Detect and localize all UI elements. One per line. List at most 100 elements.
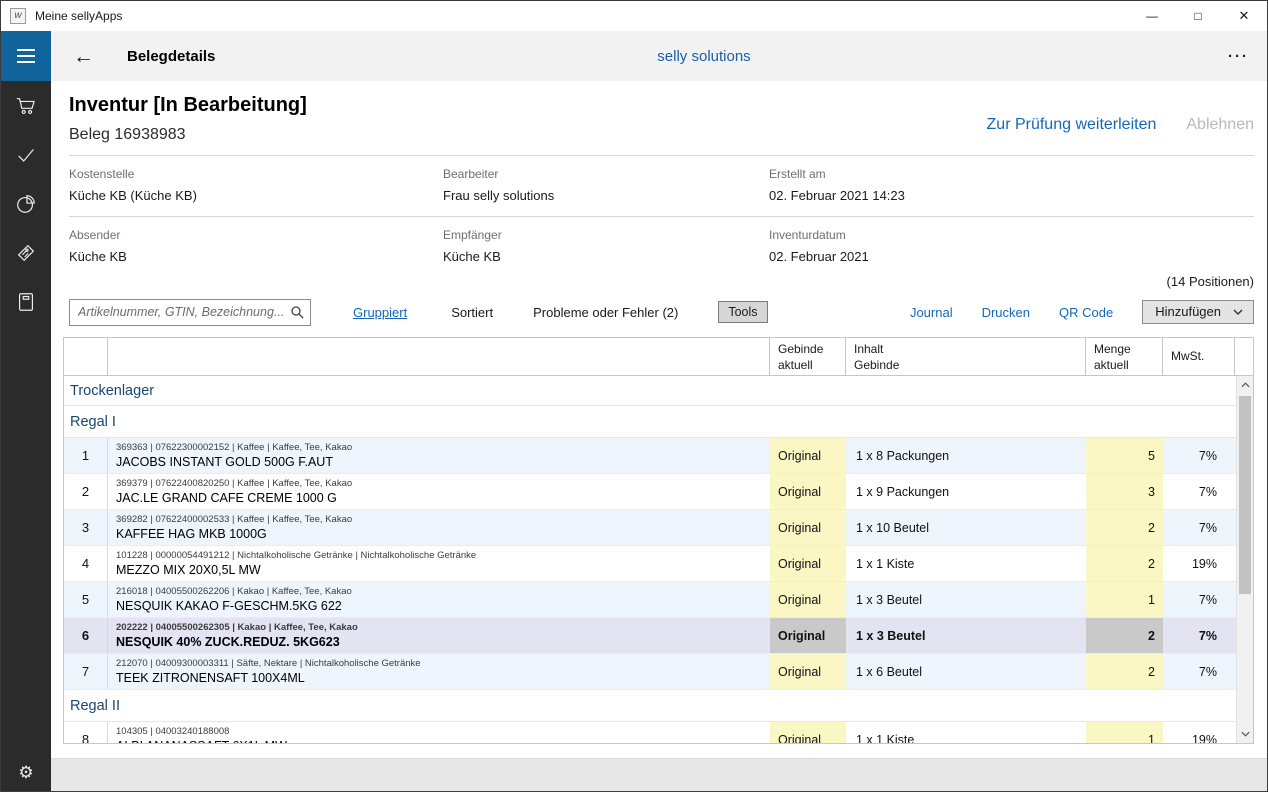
table-row[interactable]: 1 369363 | 07622300002152 | Kaffee | Kaf… <box>64 438 1253 474</box>
maximize-button[interactable]: □ <box>1194 9 1202 23</box>
gebinde-cell[interactable]: Original <box>770 654 846 689</box>
gebinde-cell[interactable]: Original <box>770 438 846 473</box>
mwst-cell: 7% <box>1198 592 1217 607</box>
cart-icon <box>16 98 35 115</box>
scroll-up-button[interactable] <box>1237 376 1253 394</box>
group-header-trockenlager[interactable]: Trockenlager <box>64 376 1253 406</box>
sidebar-item-labels[interactable] <box>14 241 38 265</box>
window-title: Meine sellyApps <box>35 9 123 23</box>
inhalt-cell: 1 x 3 Beutel <box>856 628 926 643</box>
table-row[interactable]: 4 101228 | 00000054491212 | Nichtalkohol… <box>64 546 1253 582</box>
vertical-scrollbar[interactable] <box>1236 376 1253 743</box>
mwst-cell: 19% <box>1191 732 1217 744</box>
menge-cell[interactable]: 5 <box>1086 438 1163 473</box>
mwst-cell: 19% <box>1191 556 1217 571</box>
qr-code-link[interactable]: QR Code <box>1059 304 1114 320</box>
search-input[interactable] <box>69 298 311 326</box>
hamburger-menu-button[interactable] <box>1 31 51 81</box>
table-row-selected[interactable]: 6 202222 | 04005500262305 | Kakao | Kaff… <box>64 618 1253 654</box>
journal-link[interactable]: Journal <box>909 304 953 320</box>
chevron-down-icon <box>1240 731 1250 737</box>
table-row[interactable]: 8 104305 | 04003240188008 ALBI ANANASSAF… <box>64 722 1253 744</box>
menge-cell[interactable]: 2 <box>1086 546 1163 581</box>
gebinde-cell[interactable]: Original <box>770 546 846 581</box>
article-name: MEZZO MIX 20X0,5L MW <box>116 563 261 577</box>
inhalt-cell: 1 x 6 Beutel <box>856 664 923 679</box>
filter-problems[interactable]: Probleme oder Fehler (2) <box>533 304 679 320</box>
more-button[interactable]: ··· <box>1228 47 1249 65</box>
article-meta: 216018 | 04005500262206 | Kakao | Kaffee… <box>116 586 352 597</box>
inhalt-cell: 1 x 1 Kiste <box>856 732 915 744</box>
menge-cell[interactable]: 1 <box>1086 722 1163 743</box>
app-header: ← Belegdetails selly solutions ··· <box>51 31 1267 81</box>
pie-chart-icon <box>17 195 35 213</box>
tag-icon <box>17 244 35 262</box>
inhalt-cell: 1 x 3 Beutel <box>856 592 923 607</box>
field-empfaenger: Empfänger Küche KB <box>443 228 502 264</box>
positions-count: (14 Positionen) <box>1166 274 1254 289</box>
field-inventurdatum: Inventurdatum 02. Februar 2021 <box>769 228 869 264</box>
close-button[interactable]: ✕ <box>1238 8 1250 23</box>
menge-cell[interactable]: 2 <box>1086 510 1163 545</box>
table-row[interactable]: 2 369379 | 07622400820250 | Kaffee | Kaf… <box>64 474 1253 510</box>
document-number: Beleg 16938983 <box>69 126 186 143</box>
tools-button[interactable]: Tools <box>718 301 768 323</box>
title-bar: w Meine sellyApps — □ ✕ <box>1 1 1267 31</box>
table-row[interactable]: 5 216018 | 04005500262206 | Kakao | Kaff… <box>64 582 1253 618</box>
document-title: Inventur [In Bearbeitung] <box>69 94 307 116</box>
settings-button[interactable]: ⚙ <box>1 763 51 783</box>
menge-cell[interactable]: 2 <box>1086 654 1163 689</box>
article-meta: 104305 | 04003240188008 <box>116 726 230 737</box>
sidebar-item-catalog[interactable] <box>14 290 38 314</box>
article-name: JAC.LE GRAND CAFE CREME 1000 G <box>116 491 337 505</box>
mwst-cell: 7% <box>1198 448 1217 463</box>
group-header-regal-1[interactable]: Regal I <box>64 406 1253 438</box>
reject-button[interactable]: Ablehnen <box>1186 116 1254 133</box>
gebinde-cell[interactable]: Original <box>770 722 846 743</box>
sidebar-item-orders[interactable] <box>14 94 38 118</box>
article-name: JACOBS INSTANT GOLD 500G F.AUT <box>116 455 333 469</box>
sidebar-item-tasks[interactable] <box>14 143 38 167</box>
article-meta: 101228 | 00000054491212 | Nichtalkoholis… <box>116 550 477 561</box>
gear-icon: ⚙ <box>18 763 34 782</box>
article-name: TEEK ZITRONENSAFT 100X4ML <box>116 671 305 685</box>
gebinde-cell[interactable]: Original <box>770 618 846 653</box>
col-inhalt: Inhalt Gebinde <box>846 338 1086 375</box>
gebinde-cell[interactable]: Original <box>770 510 846 545</box>
sidebar: ⚙ <box>1 81 51 791</box>
menge-cell[interactable]: 1 <box>1086 582 1163 617</box>
hamburger-icon <box>17 49 35 51</box>
menge-cell[interactable]: 3 <box>1086 474 1163 509</box>
scrollbar-thumb[interactable] <box>1239 396 1251 594</box>
mwst-cell: 7% <box>1198 520 1217 535</box>
table-row[interactable]: 7 212070 | 04009300003311 | Säfte, Nekta… <box>64 654 1253 690</box>
footer-strip <box>51 758 1267 791</box>
scroll-down-button[interactable] <box>1237 725 1253 743</box>
filter-sorted[interactable]: Sortiert <box>451 304 494 320</box>
group-header-regal-2[interactable]: Regal II <box>64 690 1253 722</box>
print-link[interactable]: Drucken <box>981 304 1031 320</box>
minimize-button[interactable]: — <box>1146 9 1158 23</box>
table-row[interactable]: 3 369282 | 07622400002533 | Kaffee | Kaf… <box>64 510 1253 546</box>
gebinde-cell[interactable]: Original <box>770 582 846 617</box>
gebinde-cell[interactable]: Original <box>770 474 846 509</box>
app-center-title: selly solutions <box>657 47 751 65</box>
inhalt-cell: 1 x 10 Beutel <box>856 520 929 535</box>
article-name: NESQUIK KAKAO F-GESCHM.5KG 622 <box>116 599 342 613</box>
forward-for-review-button[interactable]: Zur Prüfung weiterleiten <box>986 116 1157 133</box>
inhalt-cell: 1 x 8 Packungen <box>856 448 950 463</box>
filter-grouped[interactable]: Gruppiert <box>353 304 408 320</box>
back-button[interactable]: ← <box>73 44 94 68</box>
positions-table: Gebinde aktuell Inhalt Gebinde Menge akt… <box>63 337 1254 744</box>
page-title: Belegdetails <box>127 47 216 65</box>
col-rownum <box>64 338 108 375</box>
sidebar-item-reports[interactable] <box>14 192 38 216</box>
add-button[interactable]: Hinzufügen <box>1142 300 1254 324</box>
chevron-down-icon <box>1233 309 1243 315</box>
search-icon <box>291 305 304 318</box>
field-absender: Absender Küche KB <box>69 228 127 264</box>
menge-cell[interactable]: 2 <box>1086 618 1163 653</box>
mwst-cell: 7% <box>1198 484 1217 499</box>
col-gebinde: Gebinde aktuell <box>770 338 846 375</box>
